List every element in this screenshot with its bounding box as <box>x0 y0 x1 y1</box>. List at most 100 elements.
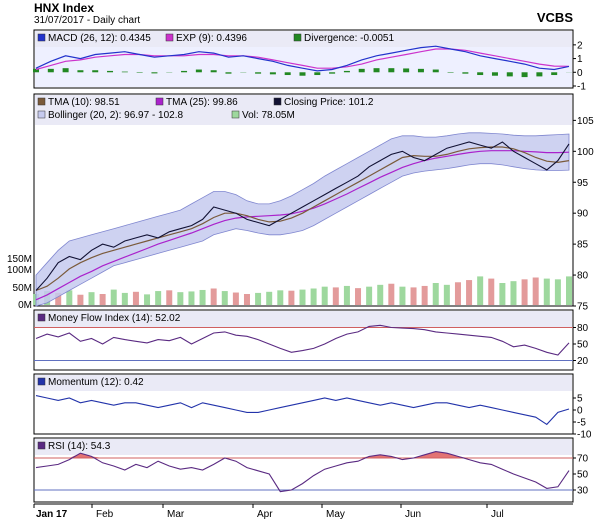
volume-bar <box>277 290 284 305</box>
volume-y-tick-label: 50M <box>13 283 32 294</box>
volume-bar <box>299 289 306 305</box>
rsi-y-tick-label: 30 <box>577 486 589 497</box>
volume-bar <box>255 292 262 305</box>
x-tick-label: Jun <box>405 509 421 520</box>
legend-label: Closing Price: 101.2 <box>284 97 374 108</box>
macd-y-tick-label: 1 <box>577 54 583 65</box>
divergence-bar <box>225 72 232 74</box>
divergence-bar <box>255 72 262 74</box>
mfi-y-tick-label: 80 <box>577 323 589 334</box>
divergence-bar <box>151 72 158 74</box>
legend-label: MACD (26, 12): 0.4345 <box>48 33 151 44</box>
x-tick-label: Apr <box>257 509 273 520</box>
divergence-bar <box>551 72 558 76</box>
legend-swatch <box>37 97 46 106</box>
chart-subtitle: 31/07/2017 - Daily chart <box>34 15 141 26</box>
legend-label: RSI (14): 54.3 <box>48 441 111 452</box>
divergence-bar <box>403 68 410 73</box>
volume-bar <box>454 282 461 305</box>
divergence-bar <box>77 70 84 73</box>
volume-bar <box>221 291 228 305</box>
volume-bar <box>510 281 517 305</box>
volume-bar <box>410 287 417 305</box>
volume-bar <box>366 286 373 305</box>
mfi-y-tick-label: 50 <box>577 340 589 351</box>
rsi-y-tick-label: 70 <box>577 454 589 465</box>
rsi-overbought-fill <box>36 451 569 458</box>
volume-bar <box>88 292 95 305</box>
volume-bar <box>499 283 506 305</box>
price-y-tick-label: 85 <box>577 240 589 251</box>
divergence-bar <box>62 68 69 73</box>
volume-bar <box>566 276 572 305</box>
divergence-bar <box>92 70 99 73</box>
legend-swatch <box>37 377 46 386</box>
momentum-y-tick-label: -5 <box>577 418 586 429</box>
volume-bar <box>210 288 217 305</box>
x-tick-label: May <box>326 509 345 520</box>
divergence-bar <box>195 69 202 73</box>
x-tick-label: Jul <box>491 509 504 520</box>
volume-y-tick-label: 0M <box>18 300 32 311</box>
volume-bar <box>521 279 528 305</box>
divergence-bar <box>388 68 395 73</box>
divergence-bar <box>536 72 543 77</box>
divergence-bar <box>269 72 276 75</box>
divergence-bar <box>329 72 336 74</box>
momentum-panel-legend-band <box>35 375 572 391</box>
volume-bar <box>199 289 206 305</box>
volume-bar <box>477 276 484 305</box>
divergence-bar <box>136 72 143 73</box>
divergence-bar <box>121 71 128 73</box>
divergence-bar <box>181 70 188 73</box>
divergence-bar <box>491 72 498 76</box>
volume-bar <box>188 291 195 305</box>
momentum-y-tick-label: 5 <box>577 394 583 405</box>
legend-swatch <box>37 110 46 119</box>
volume-bar <box>321 286 328 305</box>
volume-bar <box>554 279 561 305</box>
volume-bar <box>532 277 539 305</box>
volume-bar <box>288 290 295 305</box>
divergence-bar <box>521 72 528 78</box>
divergence-bar <box>477 72 484 76</box>
legend-label: TMA (25): 99.86 <box>166 97 238 108</box>
volume-bar <box>399 286 406 305</box>
divergence-bar <box>33 68 39 73</box>
volume-bar <box>232 292 239 305</box>
bollinger-band <box>35 132 570 307</box>
divergence-bar <box>343 70 350 73</box>
close-price-line <box>35 141 570 291</box>
divergence-bar <box>107 70 114 73</box>
legend-swatch <box>273 97 282 106</box>
volume-bar <box>388 283 395 305</box>
divergence-bar <box>358 68 365 73</box>
volume-bar <box>377 284 384 305</box>
price-y-tick-label: 95 <box>577 178 589 189</box>
volume-bar <box>432 283 439 305</box>
volume-bar <box>443 284 450 305</box>
rsi-y-tick-label: 50 <box>577 470 589 481</box>
price-y-tick-label: 100 <box>577 147 594 158</box>
volume-bar <box>243 294 250 305</box>
legend-label: Momentum (12): 0.42 <box>48 377 144 388</box>
volume-bar <box>99 294 106 305</box>
legend-label: TMA (10): 98.51 <box>48 97 120 108</box>
volume-bar <box>310 288 317 305</box>
volume-bar <box>55 292 62 305</box>
volume-bar <box>421 285 428 305</box>
momentum-y-tick-label: 0 <box>577 406 583 417</box>
volume-bar <box>466 280 473 305</box>
volume-bar <box>132 291 139 305</box>
legend-label: Bollinger (20, 2): 96.97 - 102.8 <box>48 110 184 121</box>
macd-y-tick-label: 2 <box>577 40 583 51</box>
volume-y-tick-label: 150M <box>7 254 32 265</box>
macd-line <box>35 45 570 72</box>
chart-title: HNX Index <box>34 1 95 15</box>
rsi-panel-legend-band <box>35 439 572 455</box>
volume-bar <box>543 278 550 305</box>
divergence-bar <box>47 68 54 73</box>
legend-swatch <box>293 33 302 42</box>
divergence-bar <box>210 70 217 73</box>
divergence-bar <box>314 72 321 76</box>
